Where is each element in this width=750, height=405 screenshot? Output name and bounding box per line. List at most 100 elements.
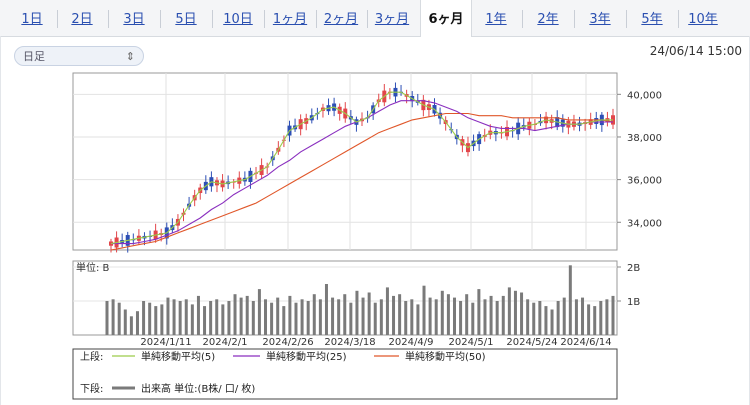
price-tick-label: 34,000 bbox=[627, 218, 662, 229]
tab-separator bbox=[522, 10, 523, 28]
volume-bar bbox=[605, 299, 609, 335]
volume-bar bbox=[203, 306, 207, 335]
tab-2日[interactable]: 2日 bbox=[71, 12, 93, 27]
volume-unit-label: 単位: B bbox=[76, 261, 110, 274]
tab-3日[interactable]: 3日 bbox=[123, 12, 145, 27]
tab-3年[interactable]: 3年 bbox=[589, 12, 611, 27]
date-tick-label: 2024/3/18 bbox=[324, 337, 375, 348]
volume-bar bbox=[221, 304, 225, 335]
volume-bar bbox=[331, 297, 335, 335]
tab-10日[interactable]: 10日 bbox=[223, 12, 253, 27]
volume-bar bbox=[318, 299, 322, 335]
volume-bar bbox=[471, 302, 475, 335]
tab-6ヶ月[interactable]: 6ヶ月 bbox=[420, 0, 472, 37]
period-select-value: 日足 bbox=[23, 50, 45, 63]
volume-bar bbox=[105, 301, 109, 335]
volume-bar bbox=[270, 302, 274, 335]
tab-2年[interactable]: 2年 bbox=[537, 12, 559, 27]
volume-bar bbox=[324, 284, 328, 335]
volume-bar bbox=[422, 285, 426, 335]
volume-bar bbox=[257, 289, 261, 335]
tab-5日[interactable]: 5日 bbox=[175, 12, 197, 27]
date-tick-label: 2024/1/11 bbox=[140, 337, 191, 348]
volume-bar bbox=[434, 299, 438, 335]
volume-bar bbox=[581, 297, 585, 335]
tab-separator bbox=[574, 10, 575, 28]
volume-bar bbox=[501, 295, 505, 335]
volume-bar bbox=[556, 301, 560, 335]
volume-bar bbox=[520, 292, 524, 335]
volume-bar bbox=[465, 294, 469, 335]
volume-tick-label: 2B bbox=[627, 263, 640, 274]
tab-10年[interactable]: 10年 bbox=[688, 12, 718, 27]
volume-bar bbox=[117, 302, 121, 335]
volume-bars bbox=[105, 265, 615, 335]
volume-bar bbox=[239, 297, 243, 335]
volume-bar bbox=[264, 299, 268, 335]
tab-1日[interactable]: 1日 bbox=[21, 12, 43, 27]
date-tick-label: 2024/4/9 bbox=[389, 337, 434, 348]
volume-bar bbox=[532, 302, 536, 335]
legend-ma50-label: 単純移動平均(50) bbox=[405, 350, 486, 363]
volume-bar bbox=[251, 301, 255, 335]
tab-separator bbox=[626, 10, 627, 28]
volume-bar bbox=[489, 295, 493, 335]
tab-separator bbox=[366, 10, 368, 28]
volume-bar bbox=[410, 299, 414, 335]
volume-bar bbox=[513, 290, 517, 335]
volume-bar bbox=[440, 290, 444, 335]
volume-bar bbox=[288, 295, 292, 335]
volume-bar bbox=[428, 297, 432, 335]
volume-bar bbox=[398, 294, 402, 335]
date-tick-label: 2024/5/24 bbox=[506, 337, 557, 348]
volume-bar bbox=[379, 299, 383, 335]
volume-bar bbox=[483, 299, 487, 335]
volume-bar bbox=[160, 304, 164, 335]
volume-bar bbox=[148, 302, 152, 335]
volume-bar bbox=[184, 299, 188, 335]
volume-bar bbox=[111, 299, 115, 335]
tab-separator bbox=[160, 10, 161, 28]
volume-bar bbox=[227, 301, 231, 335]
chevron-up-down-icon: ⇕ bbox=[125, 50, 135, 63]
volume-bar bbox=[392, 295, 396, 335]
period-select[interactable]: 日足 ⇕ bbox=[14, 46, 144, 66]
volume-bar bbox=[178, 301, 182, 335]
volume-bar bbox=[526, 299, 530, 335]
price-tick-label: 36,000 bbox=[627, 176, 662, 187]
date-tick-label: 2024/5/1 bbox=[449, 337, 494, 348]
tab-1年[interactable]: 1年 bbox=[485, 12, 507, 27]
volume-bar bbox=[294, 302, 298, 335]
volume-bar bbox=[593, 306, 597, 335]
volume-bar bbox=[196, 295, 200, 335]
volume-bar bbox=[190, 304, 194, 335]
volume-bar bbox=[587, 304, 591, 335]
volume-bar bbox=[562, 297, 566, 335]
volume-bar bbox=[373, 302, 377, 335]
tab-separator bbox=[212, 10, 213, 28]
tab-2ヶ月[interactable]: 2ヶ月 bbox=[323, 12, 359, 27]
legend-upper-label: 上段: bbox=[80, 350, 103, 363]
volume-bar bbox=[385, 287, 389, 335]
volume-bar bbox=[599, 301, 603, 335]
tab-3ヶ月[interactable]: 3ヶ月 bbox=[374, 12, 410, 27]
date-tick-label: 2024/6/14 bbox=[560, 337, 611, 348]
tab-1ヶ月[interactable]: 1ヶ月 bbox=[272, 12, 308, 27]
volume-bar bbox=[129, 316, 133, 335]
tab-separator bbox=[57, 10, 58, 28]
volume-bar bbox=[209, 301, 213, 335]
volume-bar bbox=[477, 289, 481, 335]
legend-ma25-label: 単純移動平均(25) bbox=[266, 350, 347, 363]
volume-bar bbox=[135, 311, 139, 335]
volume-bar bbox=[215, 299, 219, 335]
volume-bar bbox=[154, 306, 158, 335]
volume-bar bbox=[361, 297, 365, 335]
tab-5年[interactable]: 5年 bbox=[641, 12, 663, 27]
volume-bar bbox=[507, 287, 511, 335]
volume-bar bbox=[245, 295, 249, 335]
volume-bar bbox=[343, 294, 347, 335]
volume-bar bbox=[544, 306, 548, 335]
volume-bar bbox=[568, 265, 572, 335]
volume-bar bbox=[276, 297, 280, 335]
